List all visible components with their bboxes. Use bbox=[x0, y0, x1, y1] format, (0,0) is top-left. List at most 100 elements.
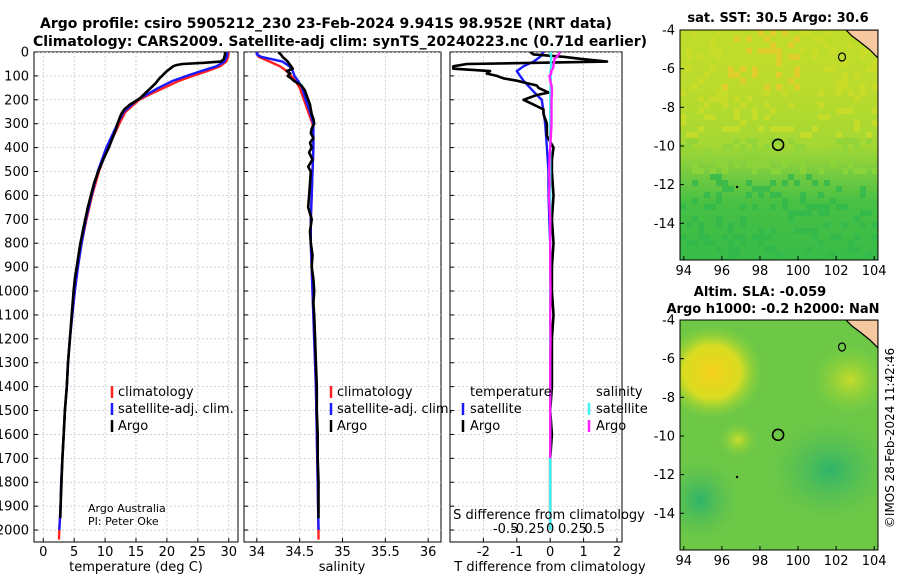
sst-pixel bbox=[830, 198, 836, 204]
temperature-xtick-label: 20 bbox=[159, 545, 176, 560]
sst-pixel bbox=[734, 138, 740, 144]
legend-salinity-title: salinity bbox=[596, 385, 643, 400]
sst-pixel bbox=[722, 258, 728, 260]
sst-pixel bbox=[818, 114, 824, 120]
sst-pixel bbox=[812, 54, 818, 60]
sst-pixel bbox=[746, 150, 752, 156]
figure-title-line2: Climatology: CARS2009. Satellite-adj cli… bbox=[33, 34, 647, 50]
sst-pixel bbox=[728, 144, 734, 150]
sst-pixel bbox=[734, 36, 740, 42]
sst-pixel bbox=[686, 144, 692, 150]
sst-pixel bbox=[812, 126, 818, 132]
sst-pixel bbox=[764, 90, 770, 96]
temperature-xtick-label: 30 bbox=[220, 545, 237, 560]
difference-series-s-argo bbox=[547, 52, 562, 459]
salinity-diff-tick-label: -0.25 bbox=[511, 522, 545, 537]
depth-tick-label: 500 bbox=[4, 165, 29, 180]
sst-pixel bbox=[764, 36, 770, 42]
sst-pixel bbox=[686, 48, 692, 54]
sst-pixel bbox=[728, 258, 734, 260]
map-xtick-label: 104 bbox=[862, 554, 887, 569]
sst-pixel bbox=[734, 126, 740, 132]
sst-pixel bbox=[734, 96, 740, 102]
sst-pixel bbox=[818, 204, 824, 210]
sst-pixel bbox=[812, 36, 818, 42]
sst-pixel bbox=[788, 102, 794, 108]
sst-pixel bbox=[752, 138, 758, 144]
sst-pixel bbox=[854, 126, 860, 132]
sst-pixel bbox=[848, 162, 854, 168]
sst-pixel bbox=[794, 72, 800, 78]
sst-pixel bbox=[866, 156, 872, 162]
sst-pixel bbox=[680, 90, 686, 96]
sla-low-southeast bbox=[770, 420, 878, 520]
sst-pixel bbox=[764, 144, 770, 150]
sst-pixel bbox=[710, 36, 716, 42]
sst-pixel bbox=[848, 108, 854, 114]
map-xtick-label: 96 bbox=[714, 264, 731, 279]
sst-pixel bbox=[704, 156, 710, 162]
sst-pixel bbox=[710, 204, 716, 210]
depth-tick-label: 600 bbox=[4, 189, 29, 204]
temperature-legend: climatology satellite-adj. clim. Argo bbox=[110, 385, 234, 434]
sst-pixel bbox=[734, 72, 740, 78]
sst-pixel bbox=[686, 66, 692, 72]
temperature-series bbox=[57, 52, 230, 540]
sst-pixel bbox=[680, 234, 686, 240]
map-ytick-label: -8 bbox=[662, 101, 675, 116]
sst-pixel bbox=[824, 204, 830, 210]
sst-pixel bbox=[806, 174, 812, 180]
sst-pixel bbox=[716, 162, 722, 168]
salinity-xtick-label: 36 bbox=[420, 545, 437, 560]
sst-pixel bbox=[722, 168, 728, 174]
sst-pixel bbox=[680, 114, 686, 120]
difference-xtick-label: -1 bbox=[510, 545, 523, 560]
map-ytick-label: -4 bbox=[662, 314, 675, 329]
map-xtick-label: 102 bbox=[824, 264, 849, 279]
sst-pixel bbox=[842, 222, 848, 228]
sst-pixel bbox=[854, 96, 860, 102]
sst-pixel bbox=[710, 48, 716, 54]
temperature-xtick-label: 0 bbox=[39, 545, 47, 560]
sst-pixel bbox=[776, 156, 782, 162]
sst-pixel bbox=[776, 54, 782, 60]
sst-pixel bbox=[680, 144, 686, 150]
map-xtick-label: 98 bbox=[752, 554, 769, 569]
sst-pixel bbox=[776, 168, 782, 174]
sst-pixel bbox=[782, 30, 788, 36]
sst-pixel bbox=[824, 114, 830, 120]
depth-tick-label: 1200 bbox=[0, 332, 29, 347]
sst-pixel bbox=[710, 114, 716, 120]
figure-title-line1: Argo profile: csiro 5905212_230 23-Feb-2… bbox=[40, 16, 612, 32]
sst-pixel bbox=[860, 210, 866, 216]
depth-tick-label: 1000 bbox=[0, 285, 29, 300]
sst-pixel bbox=[872, 66, 878, 72]
sst-pixel bbox=[776, 192, 782, 198]
sst-pixel bbox=[860, 168, 866, 174]
difference-x-ticks: -2 -1 0 1 2 bbox=[450, 51, 621, 560]
sst-pixel bbox=[758, 162, 764, 168]
sst-pixel bbox=[752, 150, 758, 156]
depth-tick-label: 100 bbox=[4, 69, 29, 84]
sst-pixel bbox=[806, 228, 812, 234]
sst-pixel bbox=[788, 78, 794, 84]
sst-pixel bbox=[854, 234, 860, 240]
map-ytick-label: -10 bbox=[654, 429, 675, 444]
sumatra-coast bbox=[845, 30, 878, 59]
sst-pixel bbox=[776, 48, 782, 54]
depth-tick-label: 300 bbox=[4, 117, 29, 132]
legend-temperature-title: temperature bbox=[470, 385, 552, 400]
legend-climatology: climatology bbox=[118, 385, 194, 400]
sst-pixel bbox=[692, 168, 698, 174]
sst-pixel bbox=[776, 60, 782, 66]
sst-pixel bbox=[866, 48, 872, 54]
sst-map-ticks: 94 96 98 100 102 104 -4 -6 -8 -10 -12 -14 bbox=[654, 24, 887, 280]
sst-pixel bbox=[842, 150, 848, 156]
sst-pixel bbox=[866, 210, 872, 216]
sst-pixel bbox=[716, 174, 722, 180]
sst-pixel bbox=[860, 186, 866, 192]
sst-pixel bbox=[794, 54, 800, 60]
sst-pixel bbox=[842, 84, 848, 90]
sst-pixel bbox=[722, 84, 728, 90]
sst-pixel bbox=[680, 120, 686, 126]
